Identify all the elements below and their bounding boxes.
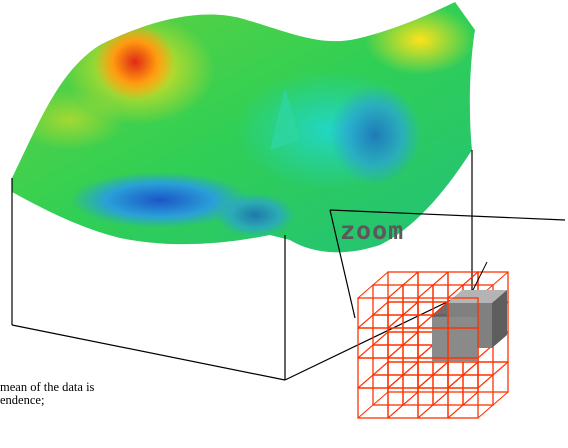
voxel-edge	[448, 375, 463, 388]
voxel-edge	[358, 345, 373, 358]
voxel-edge	[373, 362, 388, 375]
voxel-edge	[433, 392, 448, 405]
caption-line-2: endence;	[0, 394, 170, 407]
voxel-edge	[433, 362, 448, 375]
voxel-edge	[403, 272, 418, 285]
voxel-edge	[388, 315, 403, 328]
voxel-edge	[388, 345, 403, 358]
voxel-edge	[388, 285, 403, 298]
voxel-edge	[463, 272, 478, 285]
voxel-edge	[373, 302, 388, 315]
voxel-edge	[373, 392, 388, 405]
voxel-edge	[358, 405, 373, 418]
center-marker-line	[472, 262, 487, 292]
zoom-label: zoom	[340, 216, 404, 245]
terrain-surface	[0, 0, 480, 260]
voxel-edge	[403, 302, 418, 315]
voxel-edge	[358, 375, 373, 388]
voxel-edge	[463, 392, 478, 405]
voxel-edge	[418, 375, 433, 388]
voxel-edge	[493, 272, 508, 285]
voxel-edge	[463, 362, 478, 375]
voxel-edge	[493, 362, 508, 375]
voxel-edge	[433, 272, 448, 285]
voxel-edge	[403, 362, 418, 375]
voxel-edge	[418, 315, 433, 328]
voxel-edge	[358, 315, 373, 328]
voxel-edge	[403, 392, 418, 405]
voxel-edge	[388, 375, 403, 388]
voxel-edge	[403, 332, 418, 345]
voxel-edge	[478, 405, 493, 418]
voxel-edge	[418, 345, 433, 358]
voxel-edge	[493, 392, 508, 405]
caption-text: mean of the data is endence;	[0, 381, 170, 407]
voxel-edge	[448, 405, 463, 418]
center-voxel	[432, 290, 507, 362]
voxel-edge	[418, 285, 433, 298]
voxel-edge	[478, 375, 493, 388]
voxel-edge	[418, 405, 433, 418]
voxel-edge	[373, 272, 388, 285]
voxel-edge	[358, 285, 373, 298]
voxel-edge	[388, 405, 403, 418]
